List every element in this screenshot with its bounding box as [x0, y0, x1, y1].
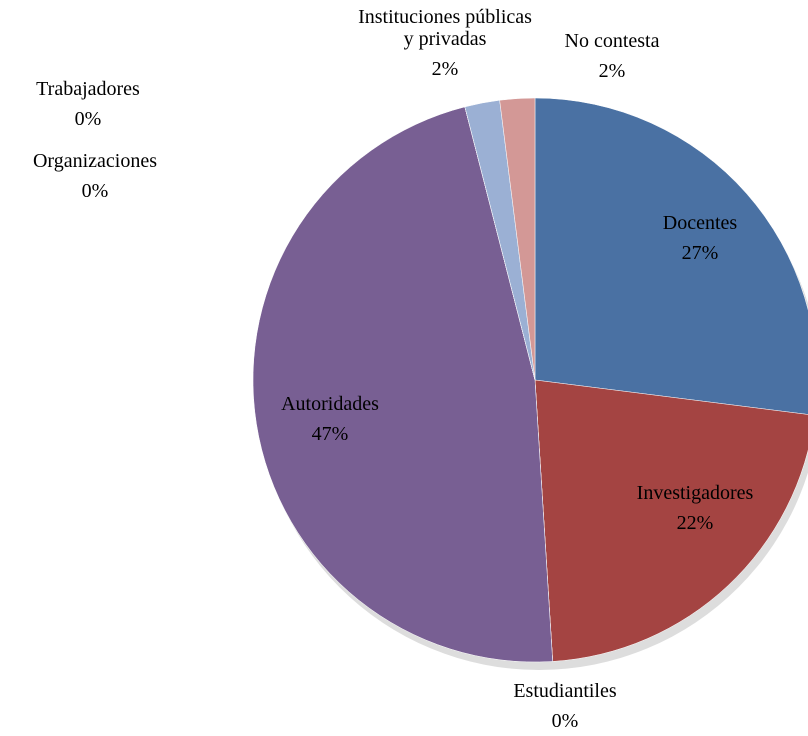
pie-slice	[499, 97, 536, 381]
slice-label: Autoridades 47%	[230, 393, 430, 445]
slice-percent: 0%	[74, 108, 102, 130]
slice-name: Instituciones públicas y privadas	[358, 6, 532, 50]
slice-percent: 2%	[431, 58, 459, 80]
pie-slice	[534, 97, 808, 415]
slice-percent: 0%	[81, 180, 109, 202]
slice-label: Docentes 27%	[600, 212, 800, 264]
slice-name: Autoridades	[281, 393, 379, 415]
slice-percent: 27%	[681, 242, 719, 264]
slice-percent: 22%	[676, 512, 714, 534]
slice-name: Estudiantiles	[513, 680, 617, 702]
pie-slice	[252, 106, 553, 663]
slice-name: Investigadores	[636, 482, 754, 504]
pie-slice	[534, 379, 808, 662]
slice-label: Estudiantiles 0%	[465, 680, 665, 732]
slice-percent: 47%	[311, 423, 349, 445]
slice-name: Organizaciones	[32, 150, 158, 172]
slice-name: Trabajadores	[36, 78, 140, 100]
slice-percent: 0%	[551, 710, 579, 732]
slice-name: No contesta	[564, 30, 660, 52]
slice-label: Investigadores 22%	[595, 482, 795, 534]
slice-label: No contesta 2%	[512, 30, 712, 82]
slice-percent: 2%	[598, 60, 626, 82]
slice-name: Docentes	[662, 212, 738, 234]
slice-label: Organizaciones 0%	[0, 150, 195, 202]
slice-label: Trabajadores 0%	[0, 78, 188, 130]
slice-label: Instituciones públicas y privadas 2%	[353, 6, 538, 80]
